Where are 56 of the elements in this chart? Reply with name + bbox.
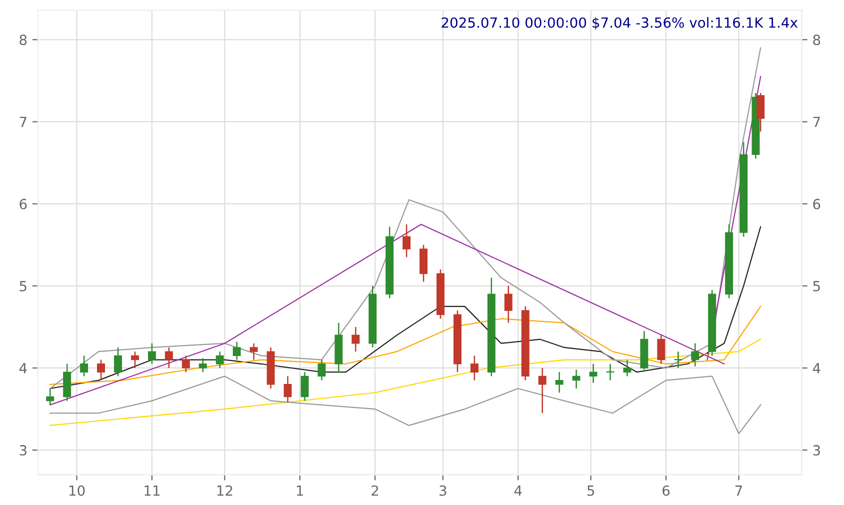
- y2-tick-label: 4: [812, 363, 820, 374]
- line-series: [50, 376, 762, 434]
- y2-tick-label: 8: [813, 34, 820, 46]
- candlestick: [182, 355, 190, 373]
- x-tick-label: 5: [587, 486, 594, 496]
- x-tick-label: 1: [296, 486, 303, 496]
- x-tick-label: 11: [144, 486, 160, 496]
- y-tick-label: 4: [19, 363, 27, 374]
- candlestick: [80, 355, 88, 377]
- x-tick-label: 2: [372, 485, 378, 496]
- line-series: [50, 47, 762, 390]
- candlestick: [164, 346, 173, 369]
- candlestick: [402, 224, 411, 258]
- y2-tick-label: 6: [813, 198, 820, 210]
- y-tick-label: 6: [20, 198, 27, 210]
- candlestick: [300, 371, 309, 402]
- x-tick-label: 3: [440, 485, 446, 496]
- candlestick: [555, 371, 564, 394]
- x-tick-label: 4: [514, 486, 522, 496]
- candlestick: [130, 350, 139, 369]
- candlestick: [606, 363, 614, 381]
- candlestick: [198, 358, 207, 373]
- candlestick: [250, 342, 258, 360]
- candlestick: [756, 92, 765, 132]
- y2-tick-label: 3: [813, 445, 820, 456]
- y2-tick-label: 7: [813, 116, 820, 128]
- y-tick-label: 7: [20, 116, 26, 128]
- candlestick: [46, 388, 54, 406]
- candlestick: [589, 363, 598, 384]
- x-tick-label: 6: [662, 485, 670, 496]
- candlestick: [504, 285, 512, 324]
- y-tick-label: 3: [20, 445, 26, 456]
- candlestick: [691, 342, 700, 367]
- candlestick: [148, 342, 156, 365]
- x-tick-label: 7: [735, 486, 742, 496]
- line-series: [50, 338, 762, 426]
- candlestick: [623, 359, 632, 377]
- candlestick: [572, 369, 580, 390]
- candlestick: [352, 326, 360, 352]
- y-tick-label: 8: [20, 34, 27, 46]
- line-series: [50, 306, 762, 385]
- candlestick: [97, 359, 106, 381]
- candlestick: [657, 334, 666, 365]
- candlestick: [216, 350, 224, 369]
- y-tick-label: 5: [20, 281, 26, 292]
- candlestick: [470, 355, 478, 381]
- candlestick: [538, 367, 546, 414]
- candlestick: [318, 359, 326, 381]
- candlestick: [674, 350, 682, 369]
- x-tick-label: 12: [217, 485, 232, 496]
- candlestick: [114, 346, 122, 377]
- x-tick-label: 10: [69, 485, 85, 496]
- candlestick: [232, 341, 241, 360]
- y2-tick-label: 5: [813, 281, 820, 292]
- chart-title: 2025.07.10 00:00:00 $7.04 -3.56% vol:116.1K 1.4x: [442, 17, 798, 30]
- candlestick: [284, 376, 292, 404]
